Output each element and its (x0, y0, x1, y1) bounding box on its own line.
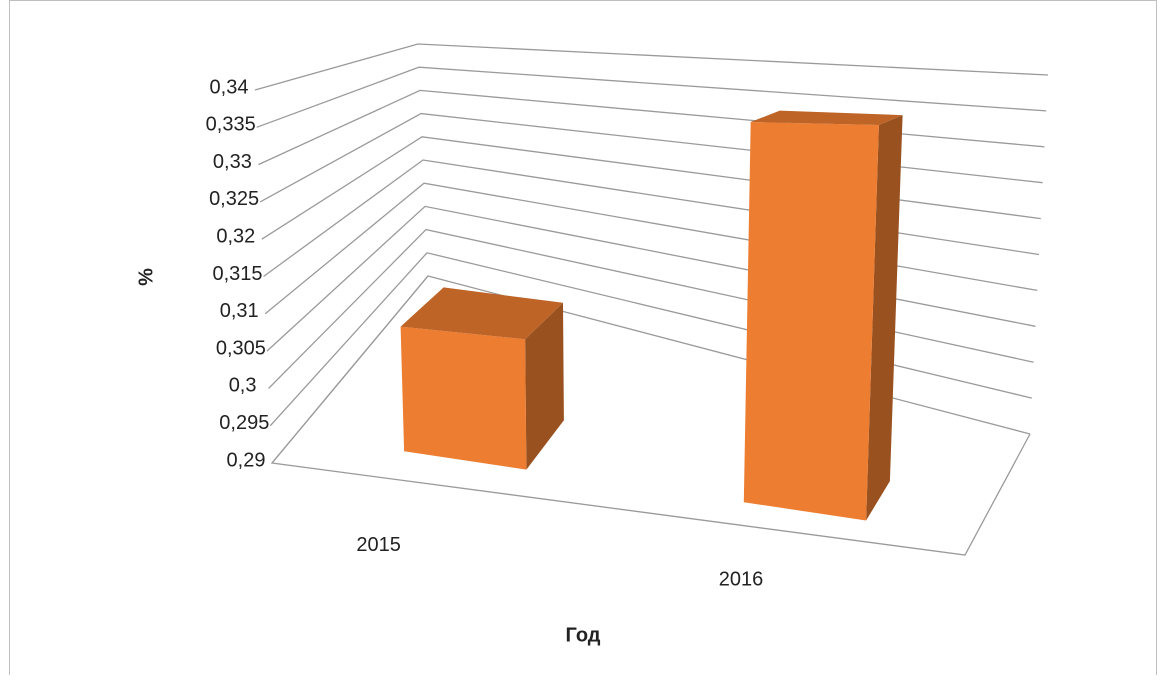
bar-side (525, 302, 564, 470)
x-axis-title: Год (566, 624, 601, 646)
y-tick-label: 0,335 (206, 114, 256, 136)
y-tick-label: 0,31 (220, 300, 259, 322)
grid-line (254, 43, 1049, 91)
bar-front (743, 122, 879, 521)
y-tick-label: 0,32 (216, 225, 255, 247)
bar (400, 287, 564, 470)
y-tick-label: 0,33 (213, 151, 252, 173)
y-tick-label: 0,295 (219, 412, 269, 434)
bar (743, 110, 903, 521)
bar-side (866, 115, 903, 521)
y-tick-label: 0,305 (216, 337, 266, 359)
bar-front (400, 326, 527, 470)
y-tick-label: 0,34 (210, 76, 249, 98)
y-tick-label: 0,29 (227, 449, 266, 471)
bar-top (750, 110, 903, 125)
x-tick-label: 2015 (356, 534, 401, 556)
y-tick-label: 0,3 (229, 375, 257, 397)
x-tick-label: 2016 (719, 568, 764, 590)
chart-border (9, 0, 1157, 680)
y-axis-title: % (135, 268, 157, 286)
bar-top (400, 287, 563, 340)
y-tick-label: 0,325 (209, 188, 259, 210)
y-tick-label: 0,315 (212, 263, 262, 285)
grid-line (256, 66, 1047, 128)
